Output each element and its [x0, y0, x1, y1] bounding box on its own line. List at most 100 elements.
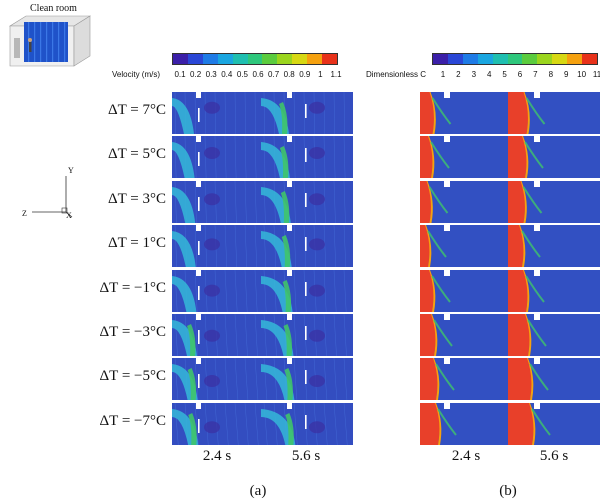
clean-room-label: Clean room: [30, 3, 77, 14]
axis-z-label: Z: [22, 209, 27, 218]
concentration-contour-panel: [420, 358, 512, 401]
concentration-swatch: [492, 54, 508, 64]
concentration-swatch: [447, 54, 463, 64]
time-label-a-2: 5.6 s: [291, 448, 321, 464]
velocity-tick-label: 0.7: [268, 70, 280, 79]
velocity-swatch: [307, 54, 323, 64]
concentration-tick-label: 6: [517, 70, 523, 79]
concentration-tick-label: 8: [548, 70, 554, 79]
concentration-tick-label: 4: [486, 70, 492, 79]
concentration-colorbar: [432, 53, 598, 65]
velocity-contour-panel: [172, 358, 264, 401]
velocity-swatch: [217, 54, 233, 64]
concentration-contour-panel: [508, 92, 600, 134]
velocity-tick-label: 0.2: [190, 70, 202, 79]
concentration-contour-panel: [508, 269, 600, 312]
velocity-contour-panel: [172, 269, 264, 312]
clean-room-illustration: [8, 15, 92, 67]
concentration-contour-panel: [420, 92, 512, 134]
concentration-contour-panel: [508, 136, 600, 179]
delta-t-label: ΔT = −1°C: [99, 279, 166, 296]
concentration-tick-label: 1: [440, 70, 446, 79]
concentration-swatch: [433, 54, 448, 64]
concentration-tick-label: 3: [471, 70, 477, 79]
velocity-contour-panel: [172, 180, 264, 223]
velocity-swatch: [173, 54, 188, 64]
time-label-b-2: 5.6 s: [539, 448, 569, 464]
concentration-contour-panel: [508, 180, 600, 223]
velocity-swatch: [262, 54, 278, 64]
concentration-contour-panel: [420, 269, 512, 312]
velocity-swatch: [322, 54, 337, 64]
concentration-contour-panel: [508, 225, 600, 268]
concentration-tick-label: 9: [563, 70, 569, 79]
concentration-tick-label: 11: [592, 70, 600, 79]
concentration-tick-label: 10: [577, 70, 587, 79]
axis-x-label: X: [66, 211, 72, 220]
concentration-contour-panel: [508, 358, 600, 401]
concentration-tick-label: 5: [502, 70, 507, 79]
delta-t-label: ΔT = −7°C: [99, 412, 166, 429]
concentration-swatch: [582, 54, 597, 64]
concentration-contour-panel: [420, 180, 512, 223]
time-label-a-1: 2.4 s: [202, 448, 232, 464]
velocity-swatch: [292, 54, 308, 64]
concentration-tick-label: 2: [456, 70, 461, 79]
concentration-swatch: [552, 54, 568, 64]
subfigure-label-a: (a): [249, 483, 267, 499]
concentration-contour-panel: [508, 314, 600, 356]
axes-triad-icon: [32, 176, 73, 218]
concentration-colorbar-title: Dimensionless C: [366, 70, 427, 79]
delta-t-label: ΔT = 3°C: [107, 190, 166, 207]
velocity-tick-label: 0.6: [252, 70, 264, 79]
delta-t-label: ΔT = 7°C: [107, 102, 166, 118]
delta-t-label: ΔT = −3°C: [99, 324, 166, 340]
velocity-swatch: [277, 54, 293, 64]
velocity-contour-panel: [261, 402, 353, 445]
velocity-tick-label: 0.4: [221, 70, 233, 79]
velocity-contour-panel: [261, 136, 353, 179]
concentration-tick-label: 7: [533, 70, 538, 79]
velocity-tick-label: 0.8: [283, 70, 295, 79]
velocity-contour-panel: [261, 92, 353, 134]
velocity-tick-label: 1: [318, 70, 323, 79]
concentration-swatch: [537, 54, 553, 64]
velocity-contour-panel: [172, 402, 264, 445]
velocity-contour-panel: [172, 225, 264, 268]
delta-t-label: ΔT = 1°C: [107, 235, 166, 252]
velocity-swatch: [232, 54, 248, 64]
subfigure-label-b: (b): [499, 483, 517, 499]
concentration-swatch: [567, 54, 583, 64]
velocity-tick-label: 0.1: [174, 70, 186, 79]
velocity-swatch: [247, 54, 263, 64]
concentration-swatch: [462, 54, 478, 64]
concentration-swatch: [477, 54, 493, 64]
velocity-tick-label: 0.5: [236, 70, 248, 79]
axis-y-label: Y: [68, 166, 74, 175]
concentration-swatch: [522, 54, 538, 64]
concentration-contour-panel: [420, 225, 512, 268]
velocity-tick-label: 0.3: [205, 70, 217, 79]
velocity-colorbar-title: Velocity (m/s): [112, 70, 161, 79]
velocity-contour-panel: [261, 314, 353, 356]
velocity-contour-panel: [261, 358, 353, 401]
velocity-tick-label: 0.9: [299, 70, 311, 79]
velocity-swatch: [187, 54, 203, 64]
velocity-contour-panel: [172, 136, 264, 179]
concentration-swatch: [507, 54, 523, 64]
velocity-contour-panel: [261, 225, 353, 268]
time-label-b-1: 2.4 s: [451, 448, 481, 464]
velocity-contour-panel: [172, 314, 264, 356]
concentration-contour-panel: [420, 314, 512, 356]
velocity-swatch: [202, 54, 218, 64]
delta-t-label: ΔT = −5°C: [99, 368, 166, 385]
concentration-contour-panel: [420, 136, 512, 179]
delta-t-label: ΔT = 5°C: [107, 146, 166, 163]
velocity-contour-panel: [172, 92, 264, 134]
concentration-contour-panel: [420, 402, 512, 445]
velocity-tick-label: 1.1: [330, 70, 342, 79]
velocity-contour-panel: [261, 269, 353, 312]
velocity-contour-panel: [261, 180, 353, 223]
concentration-contour-panel: [508, 402, 600, 445]
velocity-colorbar: [172, 53, 338, 65]
